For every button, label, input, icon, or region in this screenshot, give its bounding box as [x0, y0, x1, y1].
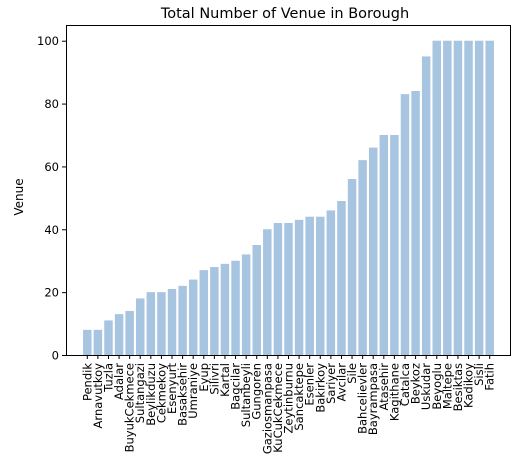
y-tick-label: 80 [44, 97, 59, 111]
bar [252, 245, 261, 355]
bar [347, 179, 357, 355]
x-tick-label: Besiktas [451, 363, 465, 411]
bar [167, 289, 177, 355]
bar [136, 298, 145, 355]
x-tick-label: Atasehir [377, 363, 391, 411]
x-tick-label: Zeytinburnu [282, 363, 296, 433]
x-tick-label: Bayrampasa [366, 363, 380, 435]
y-tick-label: 60 [44, 160, 59, 174]
bar [178, 285, 187, 355]
bar [453, 40, 463, 355]
bar [358, 160, 367, 355]
x-tick-label: Sancaktepe [292, 363, 306, 431]
bar [464, 40, 473, 355]
x-tick-label: Catalca [398, 363, 412, 406]
y-tick-label: 20 [44, 286, 59, 300]
x-tick-label: BuyukCekmece [123, 363, 137, 452]
plot-frame [66, 25, 511, 356]
x-tick-label: Esenyurt [165, 363, 179, 414]
bar [114, 314, 124, 355]
bar [220, 263, 230, 355]
bar [421, 56, 431, 356]
x-tick-label: Sultangazi [133, 363, 147, 423]
y-axis: 0 20 40 60 80 100 [37, 34, 66, 363]
bar [241, 254, 251, 355]
x-tick-label: Bakirkoy [313, 363, 327, 413]
bar [400, 94, 410, 356]
bar [93, 329, 103, 355]
x-tick-label: Adalar [112, 363, 126, 400]
x-tick-label: Pendik [80, 363, 94, 401]
chart-title: Total Number of Venue in Borough [160, 6, 409, 22]
x-tick-label: Silivri [207, 363, 221, 395]
x-tick-label: Bagcilar [229, 363, 243, 410]
bar [379, 135, 389, 355]
bar [305, 216, 314, 355]
bar [83, 329, 92, 355]
x-tick-label: Gaziosmanpasa [260, 363, 274, 454]
y-axis-label: Venue [12, 178, 26, 215]
bar [104, 320, 113, 355]
x-tick-label: Bahcelievler [356, 363, 370, 434]
x-tick-label: Kadikoy [462, 363, 476, 408]
bar [390, 135, 399, 355]
x-tick-label: Beylikduzu [144, 363, 158, 426]
bar [188, 279, 198, 355]
x-tick-label: Cekmekoy [154, 363, 168, 423]
y-tick-label: 100 [37, 34, 59, 48]
bar [485, 40, 494, 355]
bar [210, 267, 219, 355]
bar [263, 229, 272, 355]
x-tick-label: Esenler [303, 363, 317, 406]
bar [273, 223, 283, 355]
x-tick-label: Maltepe [440, 363, 454, 409]
bar [368, 147, 378, 355]
x-tick-label: Eyup [197, 363, 211, 392]
x-tick-label: Sisli [472, 363, 486, 386]
bar [326, 210, 336, 355]
x-tick-label: Avcilar [334, 363, 348, 402]
bars-group [83, 40, 494, 356]
bar [443, 40, 452, 355]
x-axis: PendikArnavutkoyTuzlaAdalarBuyukCekmeceS… [80, 355, 497, 454]
x-tick-label: Beyoglu [430, 363, 444, 410]
x-tick-label: Uskudar [419, 363, 433, 410]
y-tick-label: 40 [44, 223, 59, 237]
x-tick-label: Sariyer [324, 363, 338, 404]
x-tick-label: Basaksehir [176, 363, 190, 426]
bar [157, 292, 166, 355]
bar [432, 40, 441, 355]
bar [199, 270, 209, 355]
y-tick-label: 0 [52, 349, 59, 363]
x-tick-label: Sultanbeyli [239, 363, 253, 427]
x-tick-label: KuCukCekmece [271, 363, 285, 453]
x-tick-label: Sile [345, 363, 359, 384]
bar [337, 201, 346, 355]
bar [284, 223, 293, 355]
x-tick-label: Beykoz [409, 363, 423, 404]
bar [316, 216, 325, 355]
bar [146, 292, 156, 355]
x-tick-label: Fatih [483, 363, 497, 391]
bar [294, 219, 304, 355]
bar [474, 40, 484, 355]
x-tick-label: Umraniye [186, 363, 200, 419]
x-tick-label: Tuzla [101, 363, 115, 393]
x-tick-label: Kartal [218, 363, 232, 397]
x-tick-label: Arnavutkoy [91, 363, 105, 429]
bar [231, 260, 240, 355]
bar [125, 311, 134, 355]
bar [411, 91, 420, 355]
x-tick-label: Gungoren [250, 363, 264, 420]
x-tick-label: Kagithane [387, 363, 401, 421]
